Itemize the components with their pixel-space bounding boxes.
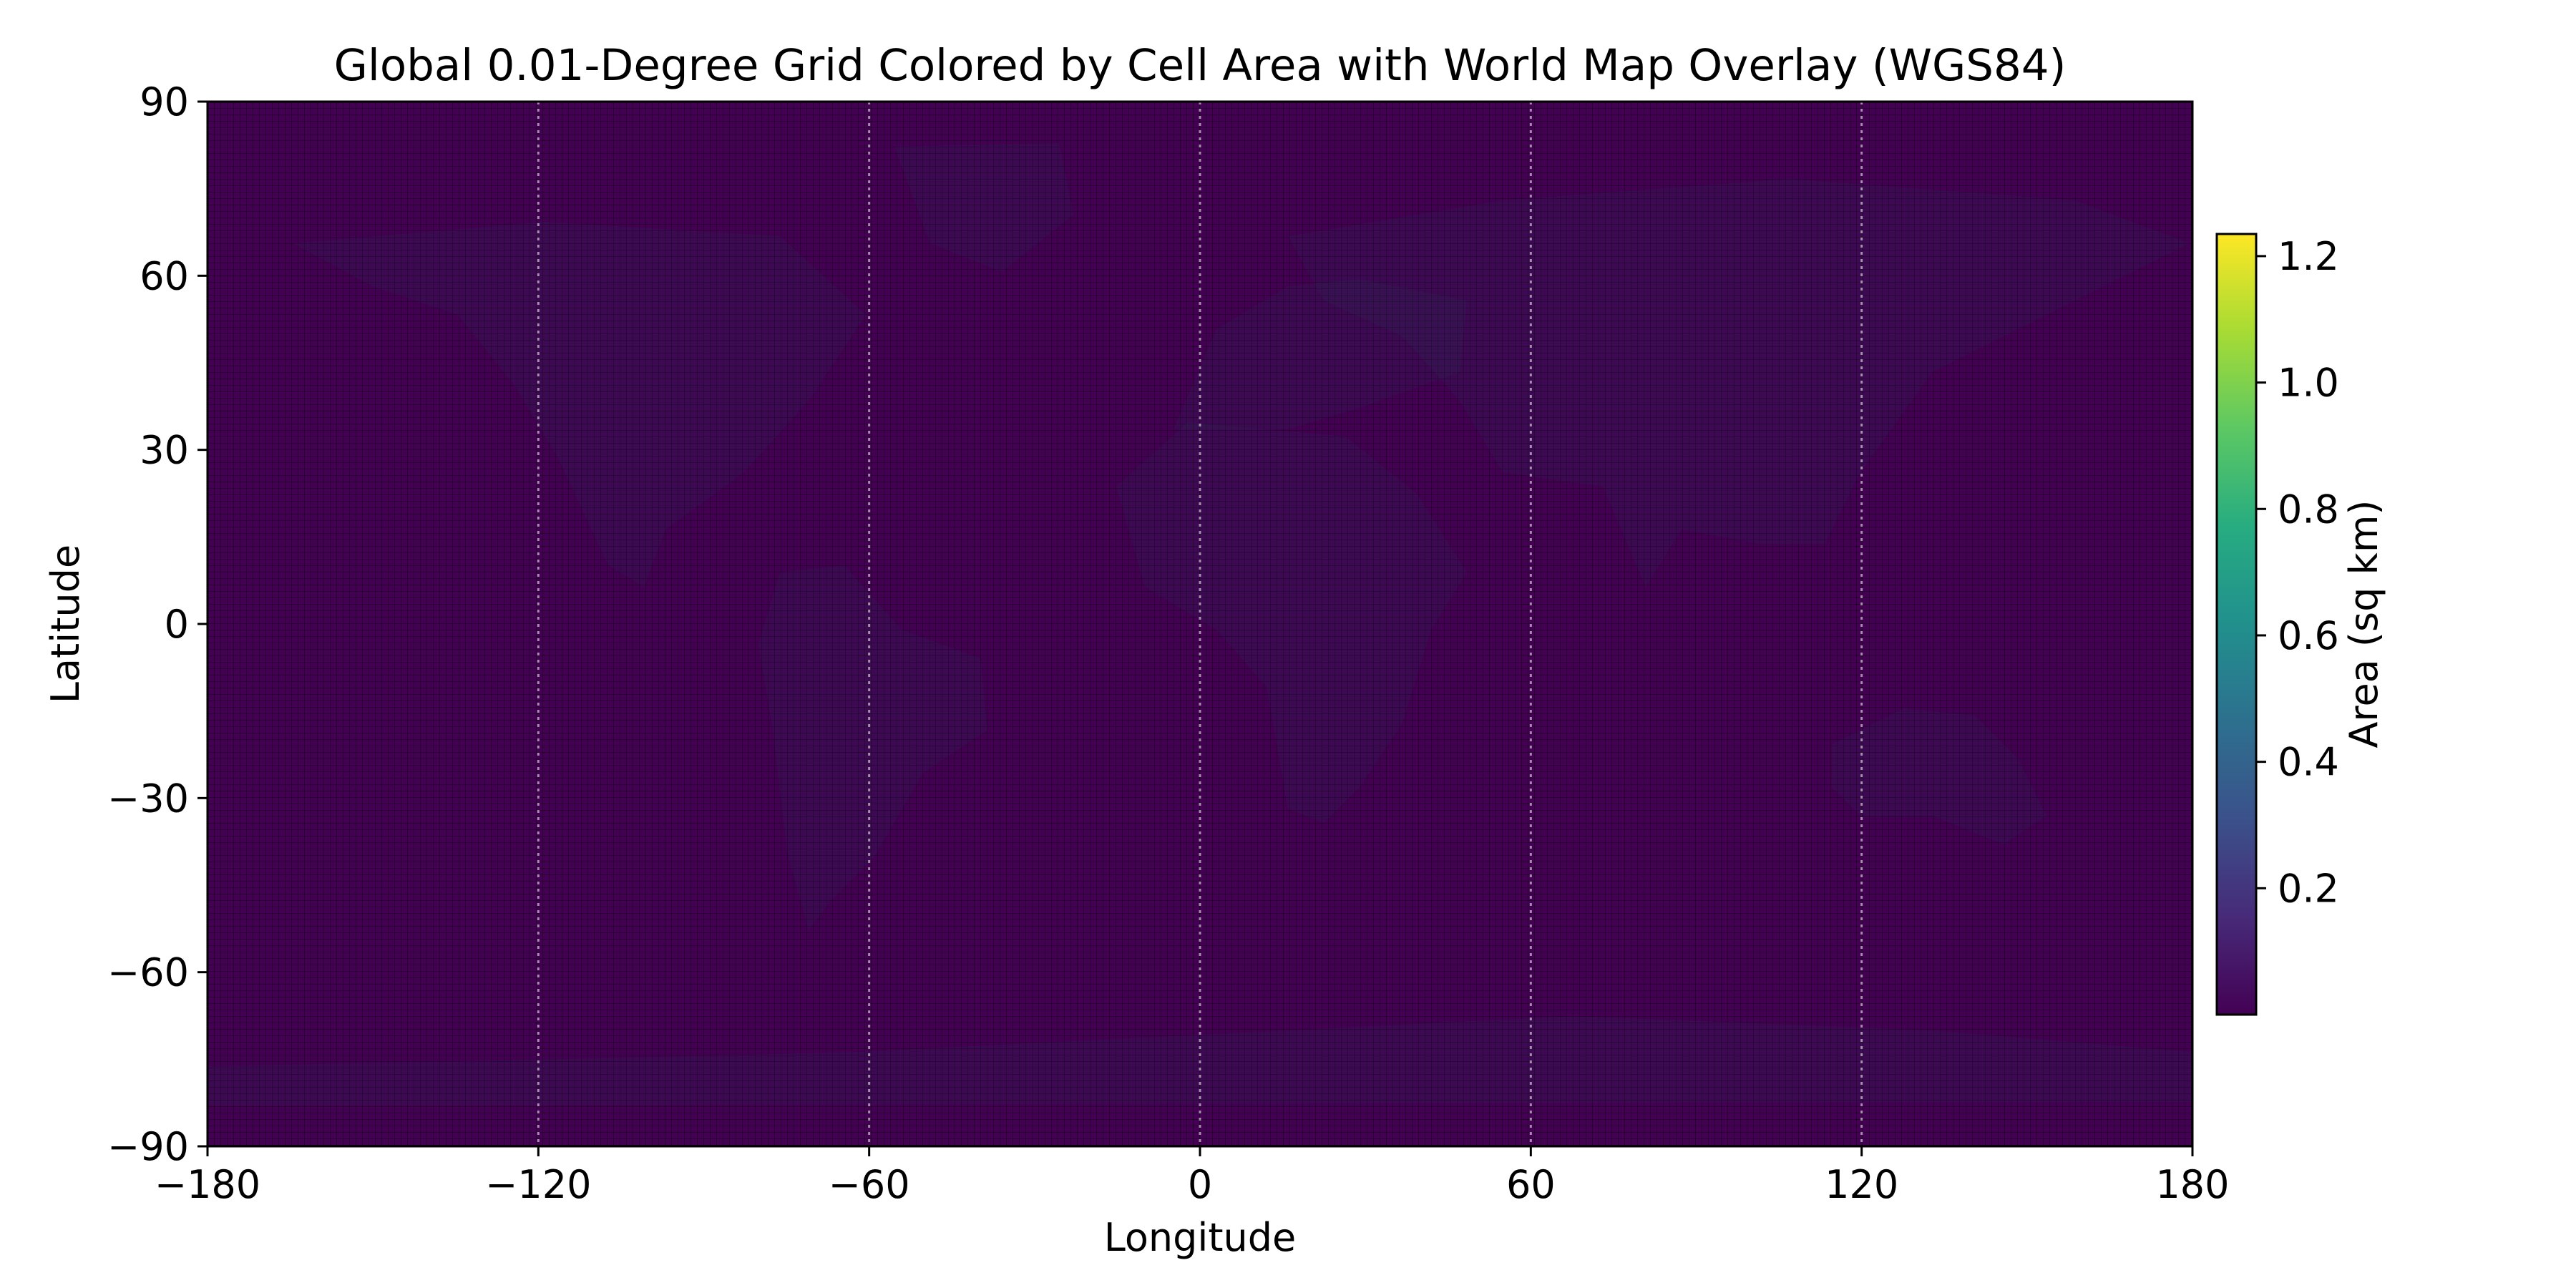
x-tick-label: −60 [829,1162,910,1207]
chart-title: Global 0.01-Degree Grid Colored by Cell … [334,40,2067,91]
x-axis-label: Longitude [1104,1215,1297,1260]
africa-shape [1116,422,1467,823]
plot-area [208,102,2192,1146]
x-tick-label: 60 [1506,1162,1556,1207]
south-america-shape [758,565,987,930]
x-tick-label: 120 [1825,1162,1898,1207]
y-axis-label: Latitude [43,545,88,703]
world-map-overlay [208,143,2192,1106]
colorbar-tick-label: 0.8 [2278,487,2339,532]
x-axis: −180 −120 −60 0 60 120 180 [155,1146,2230,1207]
colorbar-tick-label: 0.2 [2278,866,2339,911]
asia-shape [1288,179,2190,587]
australia-shape [1832,708,2046,844]
greenland-shape [894,143,1073,272]
colorbar-tick-label: 1.0 [2278,361,2339,406]
y-tick-label: 30 [140,428,189,473]
europe-shape [1174,279,1467,429]
y-axis: −90 −60 −30 0 30 60 90 [107,79,208,1169]
y-tick-label: 90 [140,79,189,125]
y-tick-label: −30 [107,776,189,821]
colorbar-label: Area (sq km) [2341,499,2386,748]
colorbar-tick-label: 1.2 [2278,234,2339,279]
x-tick-label: 180 [2155,1162,2229,1207]
y-tick-label: −90 [107,1124,189,1169]
colorbar-tick-label: 0.6 [2278,613,2339,658]
colorbar: 0.2 0.4 0.6 0.8 1.0 1.2 Area (sq km) [2215,233,2386,1016]
y-tick-label: 0 [165,602,189,647]
x-tick-label: 0 [1188,1162,1212,1207]
longitude-graticule [537,102,1863,1146]
x-tick-label: −120 [485,1162,591,1207]
colorbar-tick-label: 0.4 [2278,740,2339,785]
north-america-shape [293,222,866,587]
y-tick-label: −60 [107,950,189,995]
colorbar-gradient [2215,233,2258,1016]
colorbar-ticks: 0.2 0.4 0.6 0.8 1.0 1.2 [2256,234,2339,911]
y-tick-label: 60 [140,253,189,298]
x-tick-label: −180 [155,1162,260,1207]
